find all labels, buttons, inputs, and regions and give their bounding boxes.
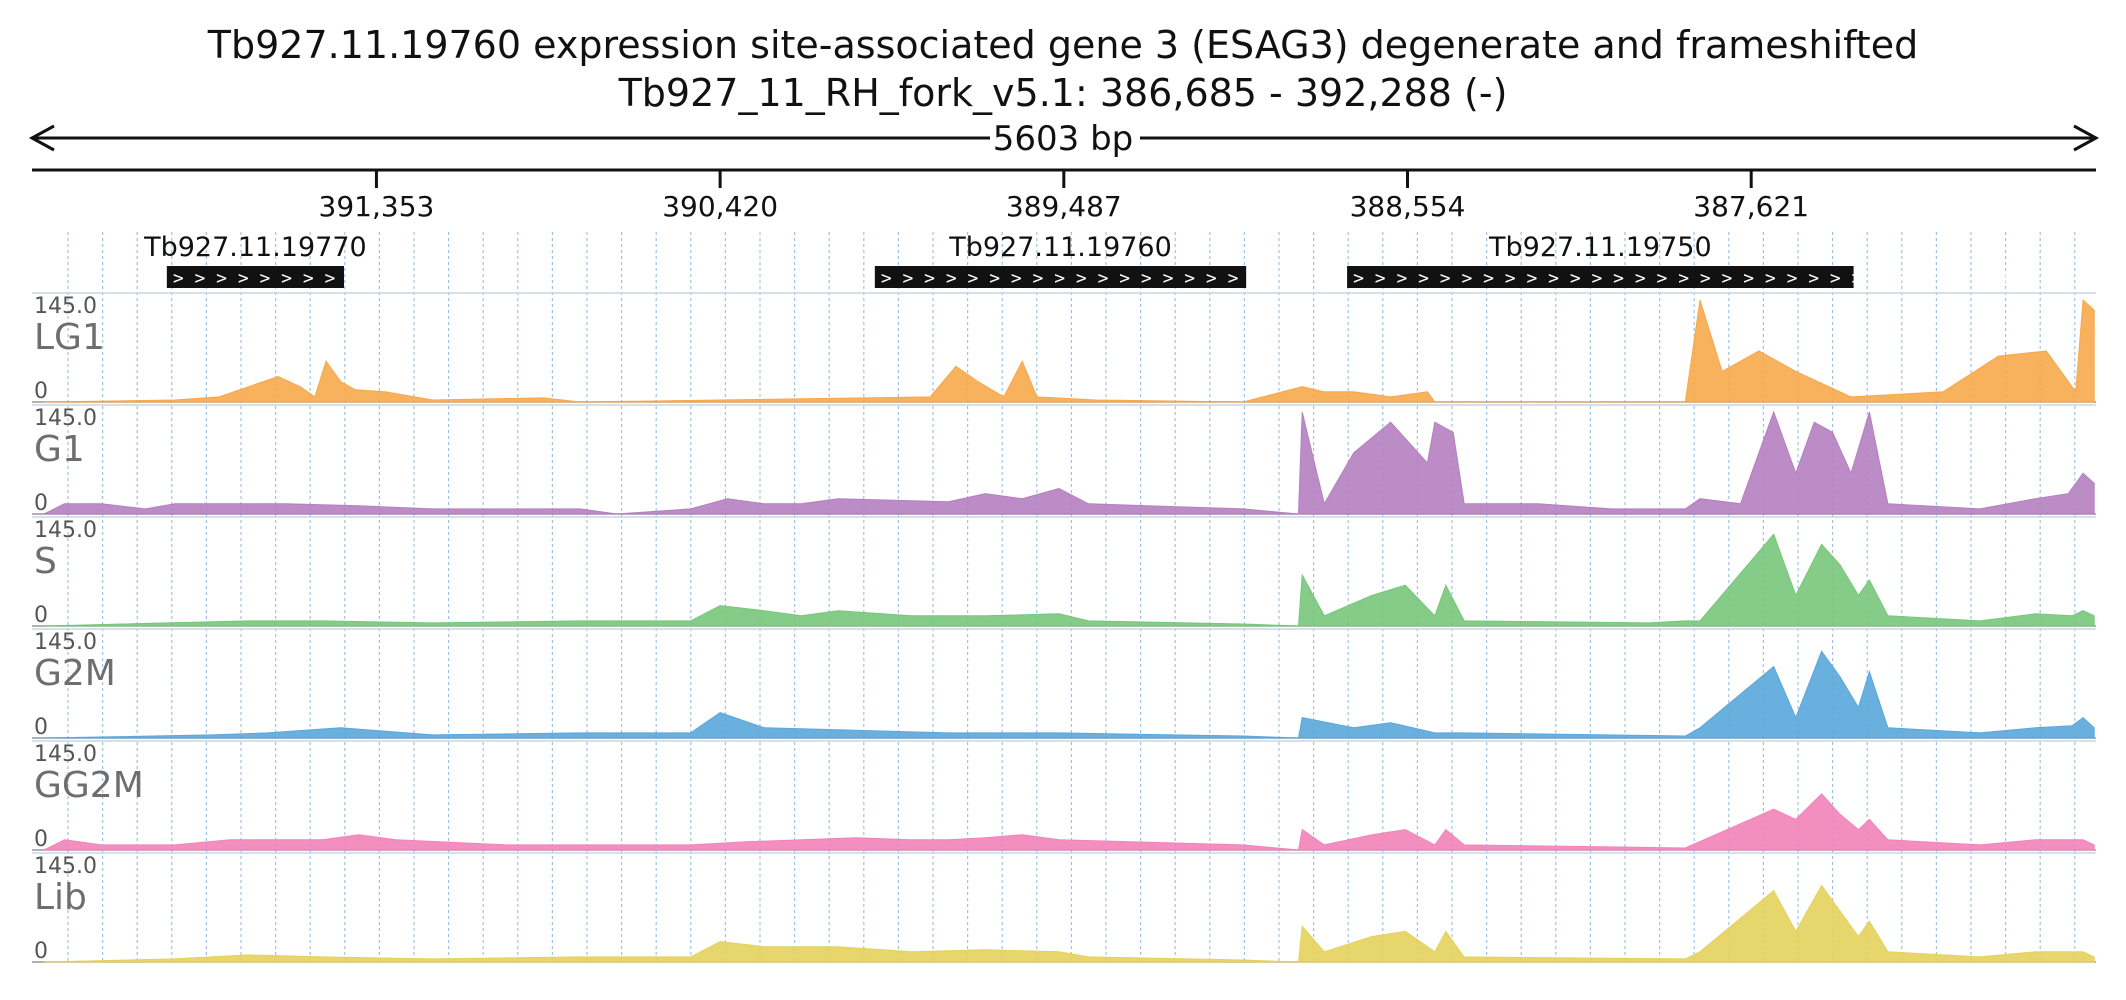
gene-feature: Tb927.11.19750 > > > > > > > > > > > > > … [1347,232,2058,289]
gene-strand-chevrons: > > > > > > > > > > [173,268,379,289]
gene-box [166,266,345,288]
coverage-area [44,650,2095,739]
y-min-label: 0 [34,491,48,516]
x-axis-ticks: 391,353 390,420 389,487 388,554 387,621 [319,170,1809,223]
coverage-track: 145.0 0 GG2M [32,740,2096,852]
gene-feature: Tb927.11.19760 > > > > > > > > > > > > > … [874,232,1390,289]
y-max-label: 145.0 [34,518,97,543]
coverage-track: 145.0 0 Lib [32,852,2096,964]
y-min-label: 0 [34,827,48,852]
x-tick-label: 389,487 [1006,190,1122,223]
title-line-1: Tb927.11.19760 expression site-associate… [207,23,1918,67]
track-name-label: S [34,541,57,582]
y-max-label: 145.0 [34,742,97,767]
y-max-label: 145.0 [34,406,97,431]
coverage-area [44,298,2095,403]
coverage-track: 145.0 0 G1 [32,404,2096,516]
y-min-label: 0 [34,715,48,740]
gene-box [1347,266,1854,288]
track-name-label: GG2M [34,765,144,806]
y-min-label: 0 [34,379,48,404]
title-line-2: Tb927_11_RH_fork_v5.1: 386,685 - 392,288… [618,71,1508,115]
coverage-track: 145.0 0 LG1 [32,292,2096,404]
coverage-area [44,533,2095,627]
span-label: 5603 bp [993,119,1134,159]
y-max-label: 145.0 [34,630,97,655]
y-min-label: 0 [34,939,48,964]
x-tick-label: 388,554 [1350,190,1466,223]
coverage-area [44,884,2095,963]
gene-label: Tb927.11.19760 [948,232,1172,263]
track-name-label: Lib [34,877,87,918]
coverage-track: 145.0 0 S [32,516,2096,628]
x-tick-label: 390,420 [662,190,778,223]
gene-strand-chevrons: > > > > > > > > > > > > > > > > > > > > … [881,268,1390,289]
y-min-label: 0 [34,603,48,628]
gene-strand-chevrons: > > > > > > > > > > > > > > > > > > > > … [1353,268,2058,289]
coverage-area [43,410,2095,515]
y-max-label: 145.0 [34,294,97,319]
coverage-area [43,793,2095,851]
track-name-label: LG1 [34,317,105,358]
y-max-label: 145.0 [34,854,97,879]
gene-box [874,266,1247,288]
gene-track: Tb927.11.19770> > > > > > > > > >Tb927.1… [143,232,2058,289]
coverage-track: 145.0 0 G2M [32,628,2096,740]
x-tick-label: 391,353 [319,190,435,223]
x-tick-label: 387,621 [1693,190,1809,223]
track-name-label: G2M [34,653,116,694]
gene-feature: Tb927.11.19770 > > > > > > > > > > [143,232,379,289]
track-name-label: G1 [34,429,85,470]
coverage-tracks: 145.00LG1145.00G1145.00S145.00G2M145.00G… [32,292,2096,964]
gene-label: Tb927.11.19770 [143,232,367,263]
span-arrow [28,124,2100,152]
gene-label: Tb927.11.19750 [1488,232,1712,263]
